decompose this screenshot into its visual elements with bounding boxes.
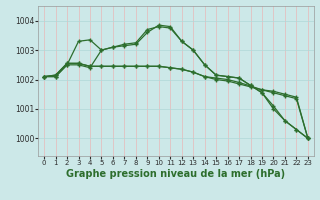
X-axis label: Graphe pression niveau de la mer (hPa): Graphe pression niveau de la mer (hPa) bbox=[67, 169, 285, 179]
